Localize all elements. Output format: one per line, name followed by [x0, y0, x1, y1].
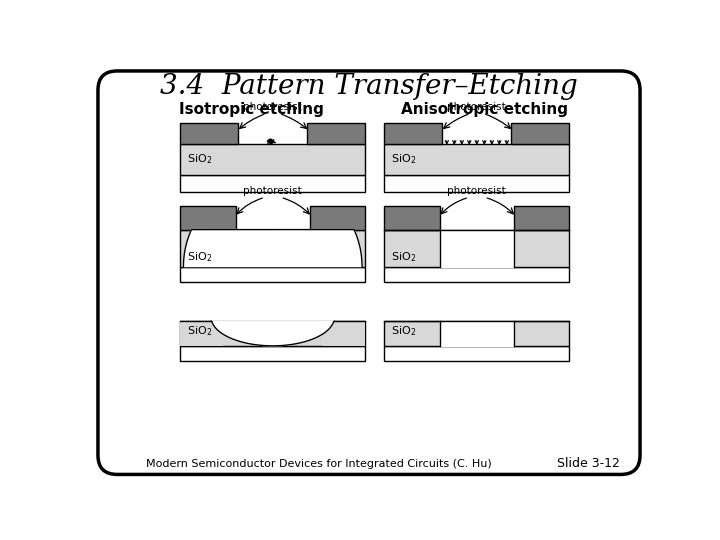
Bar: [180, 321, 222, 346]
Text: SiO$_2$: SiO$_2$: [186, 153, 212, 166]
Bar: [180, 123, 238, 144]
Bar: [384, 123, 442, 144]
Text: photoresist: photoresist: [243, 102, 302, 112]
Bar: [514, 206, 570, 230]
Text: SiO$_2$: SiO$_2$: [186, 251, 212, 264]
Text: Slide 3-12: Slide 3-12: [557, 457, 620, 470]
Text: Modern Semiconductor Devices for Integrated Circuits (C. Hu): Modern Semiconductor Devices for Integra…: [146, 458, 492, 469]
Text: photoresist: photoresist: [243, 186, 302, 195]
Bar: [384, 267, 570, 282]
Text: photoresist: photoresist: [447, 102, 506, 112]
Bar: [384, 321, 570, 346]
Bar: [384, 175, 570, 192]
Bar: [440, 321, 514, 346]
FancyBboxPatch shape: [98, 71, 640, 475]
Bar: [440, 230, 514, 267]
Bar: [180, 267, 365, 282]
Polygon shape: [184, 230, 362, 267]
Text: SiO$_2$: SiO$_2$: [390, 251, 415, 264]
Polygon shape: [211, 321, 334, 346]
Text: Isotropic etching: Isotropic etching: [179, 102, 323, 117]
Text: 3.4  Pattern Transfer–Etching: 3.4 Pattern Transfer–Etching: [160, 73, 578, 100]
Bar: [384, 346, 570, 361]
Bar: [511, 123, 570, 144]
Bar: [310, 206, 365, 230]
Bar: [307, 123, 365, 144]
Bar: [180, 206, 235, 230]
Bar: [384, 230, 570, 267]
Text: SiO$_2$: SiO$_2$: [186, 324, 212, 338]
Bar: [180, 230, 365, 267]
Text: Anisotropic etching: Anisotropic etching: [401, 102, 568, 117]
Text: SiO$_2$: SiO$_2$: [390, 324, 415, 338]
Bar: [180, 175, 365, 192]
Bar: [384, 206, 440, 230]
Bar: [323, 321, 365, 346]
Text: SiO$_2$: SiO$_2$: [390, 153, 415, 166]
Text: photoresist: photoresist: [447, 186, 506, 195]
Bar: [384, 144, 570, 175]
Bar: [180, 321, 365, 346]
Bar: [180, 144, 365, 175]
Bar: [180, 346, 365, 361]
